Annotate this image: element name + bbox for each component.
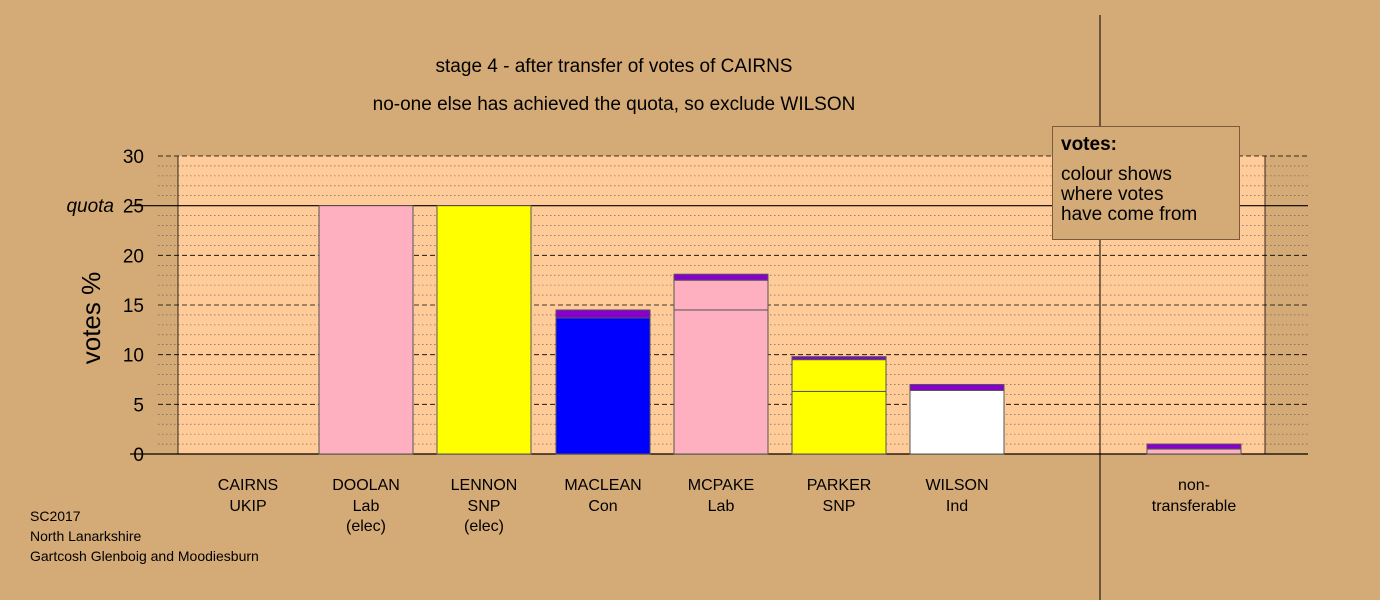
bar-segment	[318, 205, 414, 455]
bar-segment	[673, 279, 769, 311]
bar-segment	[436, 205, 532, 455]
bar-lennon	[436, 205, 532, 455]
candidate-name-label: MCPAKE	[688, 477, 754, 494]
bars	[318, 205, 1242, 455]
quota-label: quota	[66, 196, 114, 217]
chart-subtitle: no-one else has achieved the quota, so e…	[373, 94, 856, 115]
y-tick-label: 15	[123, 296, 144, 317]
candidate-name-label: MACLEAN	[564, 477, 641, 494]
y-axis: 0 5 10 15 20 25 30	[123, 147, 144, 466]
y-tick-label: 25	[123, 197, 144, 218]
legend-line-3: have come from	[1061, 204, 1198, 225]
candidate-name-label: PARKER	[807, 477, 872, 494]
footer-line-2: North Lanarkshire	[30, 528, 142, 544]
bar-wilson	[909, 383, 1005, 455]
candidate-party-label: SNP	[823, 498, 856, 515]
legend-title: votes:	[1061, 134, 1117, 155]
y-tick-label: 5	[133, 395, 144, 416]
candidate-party-label: Con	[588, 498, 617, 515]
bar-segment	[555, 317, 651, 455]
candidate-name-label: WILSON	[925, 477, 988, 494]
footer-line-1: SC2017	[30, 508, 81, 524]
y-tick-label: 20	[123, 246, 144, 267]
bar-segment	[1146, 448, 1242, 455]
legend-box: votes: colour shows where votes have com…	[1052, 126, 1240, 240]
bar-segment	[555, 309, 651, 319]
bar-segment	[1146, 443, 1242, 450]
candidate-status-label: (elec)	[464, 518, 504, 535]
bar-segment	[909, 389, 1005, 455]
candidate-name-label: LENNON	[451, 477, 518, 494]
candidate-name-label: DOOLAN	[332, 477, 400, 494]
nontransferable-label: transferable	[1152, 498, 1237, 515]
nontransferable-label: non-	[1178, 477, 1210, 494]
bar-segment	[673, 309, 769, 455]
bar-maclean	[555, 309, 651, 455]
bar-segment	[673, 273, 769, 281]
candidate-party-label: Ind	[946, 498, 968, 515]
bar-segment	[791, 390, 887, 455]
legend-line-1: colour shows	[1061, 164, 1172, 185]
bar-segment	[791, 356, 887, 361]
y-axis-label: votes %	[76, 272, 106, 365]
y-tick-label: 10	[123, 346, 144, 367]
candidate-party-label: SNP	[468, 498, 501, 515]
bar-doolan	[318, 205, 414, 455]
footer: SC2017 North Lanarkshire Gartcosh Glenbo…	[30, 506, 259, 566]
candidate-name-label: CAIRNS	[218, 477, 278, 494]
candidate-party-label: UKIP	[229, 498, 266, 515]
candidate-party-label: Lab	[353, 498, 380, 515]
bar-nontransferable	[1146, 443, 1242, 455]
bar-parker	[791, 356, 887, 455]
bar-segment	[909, 383, 1005, 391]
bar-mcpake	[673, 273, 769, 455]
y-tick-label: 0	[133, 445, 144, 466]
x-axis-labels: CAIRNS UKIP DOOLAN Lab (elec) LENNON SNP (elec)…	[218, 477, 1237, 535]
footer-line-3: Gartcosh Glenboig and Moodiesburn	[30, 548, 259, 564]
y-tick-label: 30	[123, 147, 144, 168]
legend-line-2: where votes	[1061, 184, 1164, 205]
bar-segment	[791, 359, 887, 392]
candidate-party-label: Lab	[708, 498, 735, 515]
candidate-status-label: (elec)	[346, 518, 386, 535]
chart-title: stage 4 - after transfer of votes of CAI…	[436, 56, 793, 77]
